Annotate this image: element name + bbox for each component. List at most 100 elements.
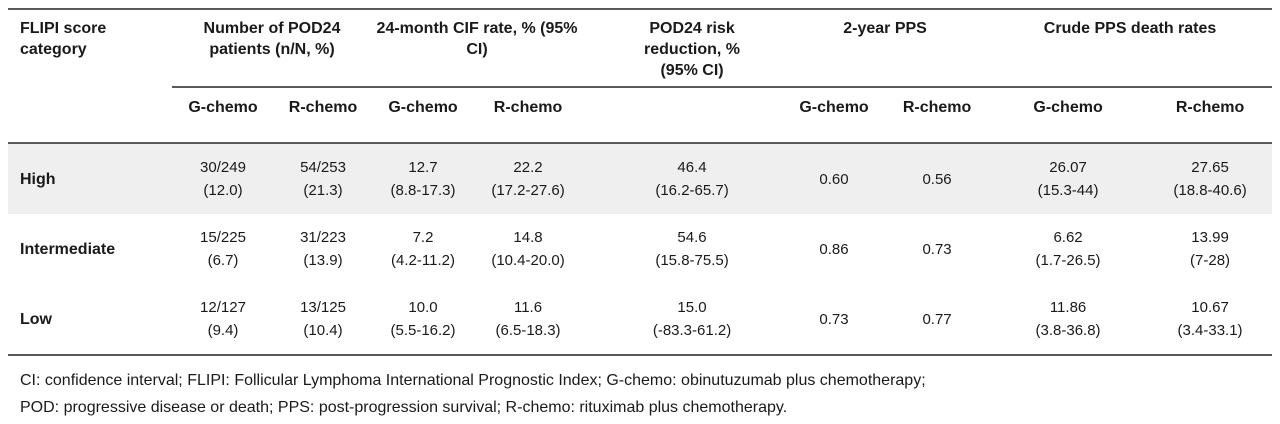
table-cell: 10.67 (3.4-33.1): [1148, 284, 1273, 356]
subheader-spacer: [582, 87, 783, 144]
table-cell: 0.73: [886, 214, 988, 284]
cell-value: 15/225: [200, 229, 246, 246]
cell-ci: (8.8-17.3): [390, 182, 456, 199]
cell-value: 7.2: [412, 229, 434, 246]
cell-ci: (15.3-44): [1037, 182, 1099, 199]
cell-ci: (16.2-65.7): [655, 182, 729, 199]
cell-ci: (12.0): [203, 182, 243, 199]
table-cell: 13.99 (7-28): [1148, 214, 1272, 284]
table-cell: 10.0 (5.5-16.2): [372, 284, 475, 356]
cell-value: 13/125: [300, 299, 346, 316]
cell-ci: (7-28): [1190, 252, 1231, 269]
table-cell: 46.4 (16.2-65.7): [582, 143, 783, 214]
table-body: High 30/249 (12.0) 54/253 (21.3) 12.7 (8…: [8, 143, 1273, 356]
table-cell: 15.0 (-83.3-61.2): [582, 284, 783, 356]
cell-value: 54/253: [300, 159, 346, 176]
subheader-rchemo: R-chemo: [1148, 87, 1273, 144]
cell-value: 12/127: [200, 299, 246, 316]
cell-ci: (17.2-27.6): [491, 182, 565, 199]
cell-value: 31/223: [300, 229, 346, 246]
table-cell: 11.86 (3.8-36.8): [988, 284, 1149, 356]
cell-ci: (10.4): [303, 322, 343, 339]
cell-ci: (5.5-16.2): [390, 322, 456, 339]
cell-value: 0.60: [819, 170, 849, 188]
subheader-row: G-chemo R-chemo G-chemo R-chemo G-chemo …: [8, 87, 1273, 144]
cell-ci: (21.3): [303, 182, 343, 199]
table-cell: 26.07 (15.3-44): [988, 143, 1149, 214]
table-cell: 15/225 (6.7): [172, 214, 274, 284]
table-cell: 7.2 (4.2-11.2): [372, 214, 474, 284]
table-row-high: High 30/249 (12.0) 54/253 (21.3) 12.7 (8…: [8, 143, 1273, 214]
table-cell: 0.60: [782, 143, 887, 214]
cell-value: 10.67: [1191, 299, 1229, 316]
cell-value: 46.4: [677, 159, 707, 176]
subheader-gchemo: G-chemo: [782, 87, 887, 144]
cell-ci: (1.7-26.5): [1035, 252, 1101, 269]
cell-ci: (4.2-11.2): [391, 252, 455, 269]
table-cell: 27.65 (18.8-40.6): [1148, 143, 1273, 214]
subheader-rchemo: R-chemo: [886, 87, 989, 144]
cell-value: 10.0: [408, 299, 438, 316]
table-cell: 12.7 (8.8-17.3): [372, 143, 475, 214]
footnote-line-1: CI: confidence interval; FLIPI: Follicul…: [20, 372, 926, 389]
col-group-2year-pps: 2-year PPS: [782, 9, 989, 88]
row-category: Intermediate: [20, 240, 116, 258]
table-row-intermediate: Intermediate 15/225 (6.7) 31/223 (13.9) …: [8, 214, 1272, 284]
col-group-cif-rate: 24-month CIF rate, % (95% CI): [372, 9, 583, 88]
cell-value: 0.86: [819, 240, 849, 258]
cell-ci: (3.8-36.8): [1035, 322, 1101, 339]
table-cell: 0.56: [886, 143, 989, 214]
cell-value: 26.07: [1049, 159, 1087, 176]
table-cell: 54/253 (21.3): [274, 143, 373, 214]
cell-ci: (10.4-20.0): [491, 252, 565, 269]
col-group-crude-pps: Crude PPS death rates: [988, 9, 1273, 88]
table-cell: 13/125 (10.4): [274, 284, 373, 356]
cell-ci: (13.9): [303, 252, 343, 269]
subheader-gchemo: G-chemo: [988, 87, 1149, 144]
cell-value: 54.6: [677, 229, 707, 246]
subheader-gchemo: G-chemo: [372, 87, 475, 144]
cell-value: 14.8: [513, 229, 543, 246]
cell-value: 22.2: [513, 159, 543, 176]
footnote-line-2: POD: progressive disease or death; PPS: …: [20, 399, 788, 416]
cell-ci: (3.4-33.1): [1177, 322, 1243, 339]
table-cell: 0.73: [782, 284, 887, 356]
table-cell: 0.77: [886, 284, 989, 356]
col-header-pod24-risk-reduction: POD24 risk reduction, % (95% CI): [582, 9, 783, 88]
table-cell: 14.8 (10.4-20.0): [474, 214, 582, 284]
table-cell: 0.86: [782, 214, 886, 284]
table-cell: 11.6 (6.5-18.3): [474, 284, 583, 356]
cell-ci: (6.5-18.3): [495, 322, 561, 339]
cell-ci: (18.8-40.6): [1173, 182, 1247, 199]
table-row-low: Low 12/127 (9.4) 13/125 (10.4) 10.0 (5.5…: [8, 284, 1273, 356]
cell-value: 13.99: [1191, 229, 1229, 246]
subheader-rchemo: R-chemo: [474, 87, 583, 144]
col-group-pod24-patients: Number of POD24 patients (n/N, %): [172, 9, 373, 88]
cell-value: 12.7: [408, 159, 438, 176]
row-category: Low: [8, 284, 172, 356]
subheader-gchemo: G-chemo: [172, 87, 274, 144]
table-header: FLIPI score category Number of POD24 pat…: [8, 9, 1273, 144]
table-cell: 54.6 (15.8-75.5): [582, 214, 782, 284]
row-category: High: [8, 143, 172, 214]
group-header-row: FLIPI score category Number of POD24 pat…: [8, 9, 1273, 144]
subheader-rchemo: R-chemo: [274, 87, 373, 144]
table-footnote: CI: confidence interval; FLIPI: Follicul…: [20, 367, 1280, 421]
cell-value: 6.62: [1053, 229, 1083, 246]
cell-ci: (15.8-75.5): [655, 252, 729, 269]
table-cell: 22.2 (17.2-27.6): [474, 143, 583, 214]
cell-value: 15.0: [677, 299, 707, 316]
cell-value: 11.6: [513, 299, 543, 316]
cell-ci: (6.7): [207, 252, 239, 269]
table-cell: 12/127 (9.4): [172, 284, 274, 356]
pod24-risk-label: POD24 risk reduction, % (95% CI): [644, 20, 741, 79]
cell-value: 30/249: [200, 159, 246, 176]
cell-value: 0.77: [922, 310, 952, 328]
cell-ci: (9.4): [207, 322, 239, 339]
cell-value: 0.73: [922, 240, 952, 258]
cell-value: 27.65: [1191, 159, 1229, 176]
outcomes-table: FLIPI score category Number of POD24 pat…: [8, 8, 1273, 356]
table-cell: 31/223 (13.9): [274, 214, 372, 284]
col-header-flipi: FLIPI score category: [8, 9, 172, 144]
cell-ci: (-83.3-61.2): [652, 322, 732, 339]
